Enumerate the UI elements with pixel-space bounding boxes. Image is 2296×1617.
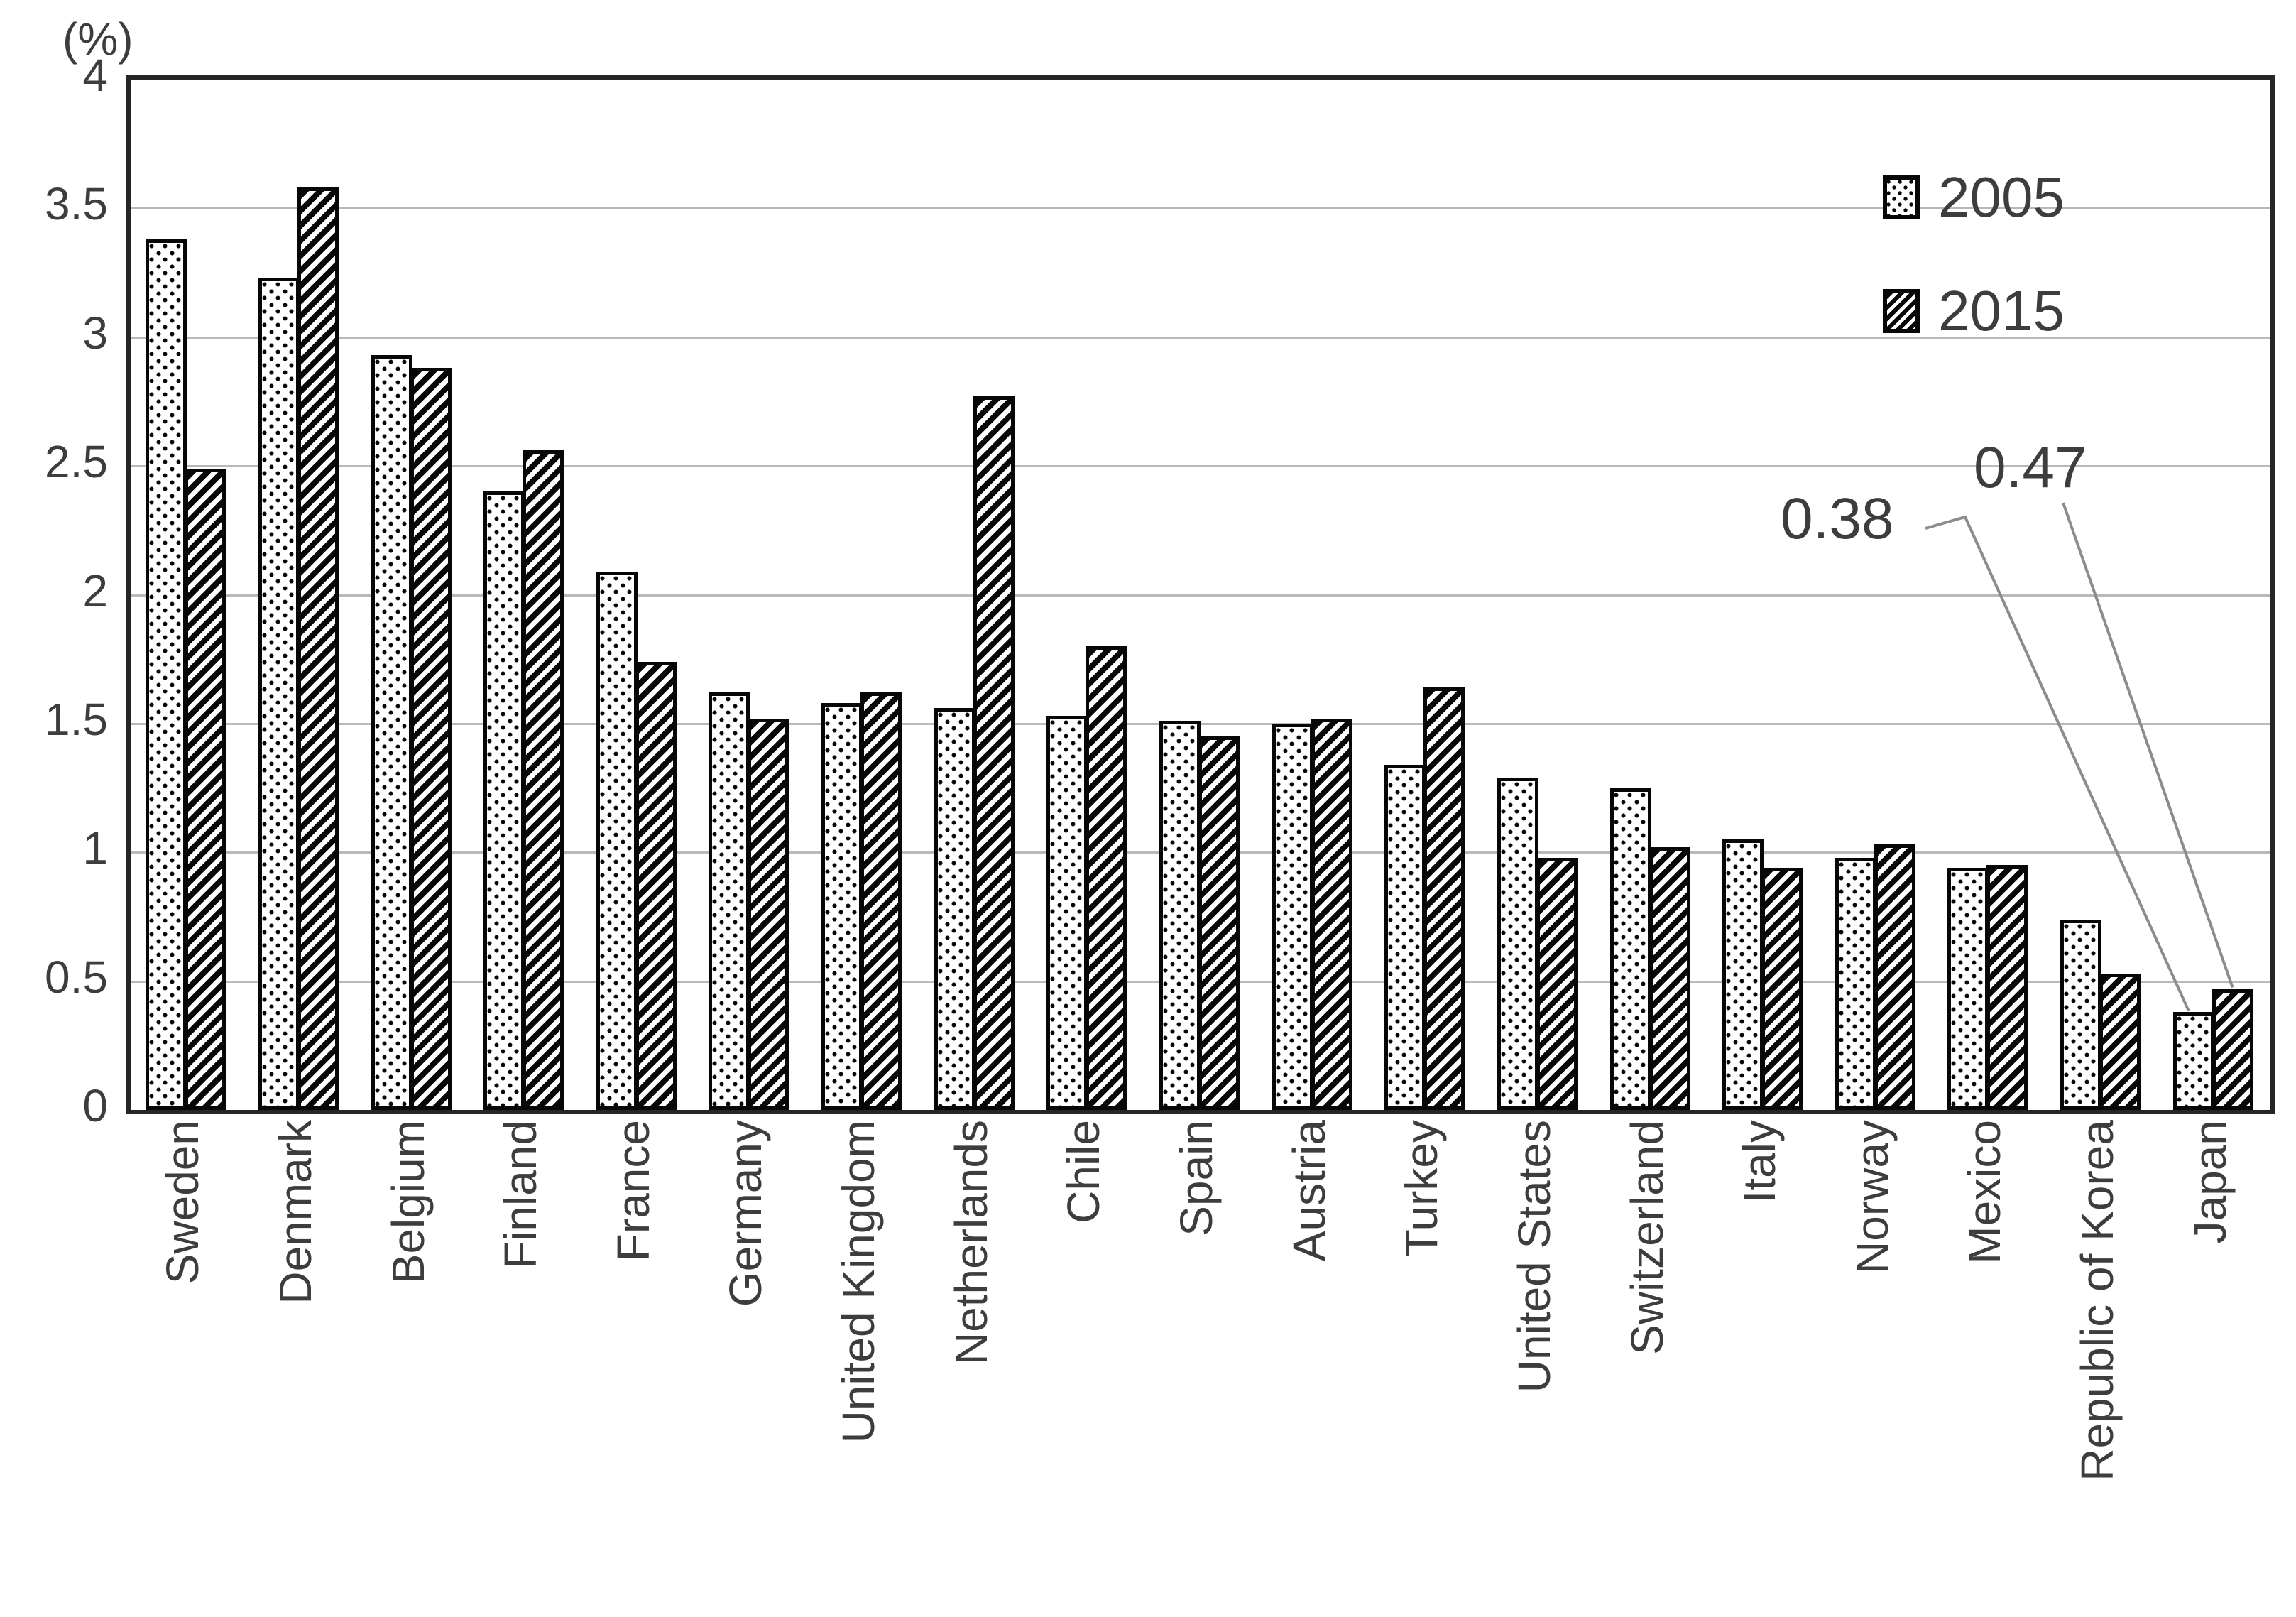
x-axis-label-united-states: United States — [1508, 1120, 1560, 1393]
bar-2005-chile — [1046, 716, 1088, 1110]
bar-2015-belgium — [410, 368, 452, 1110]
y-tick-label-0: 0 — [82, 1080, 108, 1131]
y-tick-label-3.5: 3.5 — [45, 178, 108, 230]
y-tick-label-2: 2 — [82, 565, 108, 616]
gridline-3.5 — [131, 207, 2270, 210]
bar-2005-netherlands — [934, 708, 975, 1110]
x-axis-label-united-kingdom: United Kingdom — [833, 1120, 885, 1444]
bar-2005-japan — [2172, 1012, 2214, 1110]
legend-label-2005: 2005 — [1938, 165, 2065, 229]
bar-2005-spain — [1159, 721, 1201, 1110]
bar-2005-united-states — [1497, 778, 1538, 1110]
x-axis-label-mexico: Mexico — [1959, 1120, 2011, 1264]
x-axis-label-spain: Spain — [1171, 1120, 1222, 1236]
gridline-1.5 — [131, 722, 2270, 725]
bar-2015-united-kingdom — [860, 692, 902, 1110]
bar-2005-germany — [709, 692, 750, 1110]
bar-2005-finland — [483, 491, 525, 1110]
legend-label-2015: 2015 — [1938, 279, 2065, 342]
x-axis-label-netherlands: Netherlands — [945, 1120, 997, 1366]
x-axis-label-finland: Finland — [495, 1120, 547, 1269]
legend-swatch-2005-icon — [1883, 175, 1920, 219]
y-axis-unit-label: (%) — [62, 13, 133, 65]
x-axis-label-germany: Germany — [720, 1120, 772, 1307]
x-axis-label-belgium: Belgium — [382, 1120, 434, 1285]
bar-2015-switzerland — [1649, 847, 1690, 1110]
gridline-2.5 — [131, 465, 2270, 468]
bar-2015-chile — [1086, 646, 1127, 1110]
x-axis-label-turkey: Turkey — [1396, 1120, 1448, 1258]
bar-2015-italy — [1761, 868, 1803, 1110]
x-axis-label-chile: Chile — [1058, 1120, 1110, 1224]
bar-2005-france — [596, 571, 638, 1110]
annotation-japan-2005: 0.38 — [1781, 486, 1894, 551]
legend-item-2005: 2005 — [1883, 165, 2065, 230]
bar-2015-sweden — [185, 468, 226, 1110]
x-axis-label-republic-of-korea: Republic of Korea — [2072, 1120, 2123, 1481]
bar-2015-japan — [2212, 989, 2253, 1110]
bar-2015-finland — [523, 450, 564, 1110]
bar-2005-belgium — [371, 355, 412, 1110]
x-axis-label-sweden: Sweden — [157, 1120, 209, 1285]
bar-2015-united-states — [1536, 857, 1578, 1110]
x-axis-label-italy: Italy — [1734, 1120, 1786, 1204]
bar-2015-spain — [1198, 736, 1240, 1110]
bar-2015-norway — [1874, 844, 1915, 1110]
bar-2015-mexico — [1986, 865, 2028, 1110]
bar-2005-sweden — [146, 239, 187, 1110]
y-tick-label-1: 1 — [82, 822, 108, 874]
bar-2015-turkey — [1423, 687, 1465, 1110]
gridline-3 — [131, 336, 2270, 339]
y-tick-label-4: 4 — [82, 50, 108, 101]
y-tick-label-2.5: 2.5 — [45, 436, 108, 488]
y-tick-label-0.5: 0.5 — [45, 951, 108, 1003]
bar-2005-united-kingdom — [821, 702, 863, 1110]
x-axis-label-austria: Austria — [1283, 1120, 1335, 1262]
bar-2005-norway — [1835, 857, 1876, 1110]
legend-swatch-2015-icon — [1883, 289, 1920, 333]
bar-2015-austria — [1311, 718, 1352, 1110]
bar-2015-netherlands — [973, 396, 1015, 1110]
bar-2005-austria — [1272, 723, 1313, 1110]
x-axis-label-switzerland: Switzerland — [1621, 1120, 1673, 1355]
bar-2005-denmark — [258, 278, 300, 1110]
x-axis-label-japan: Japan — [2184, 1120, 2236, 1244]
bar-2015-republic-of-korea — [2099, 973, 2141, 1110]
bar-2015-denmark — [297, 187, 339, 1110]
bar-2005-republic-of-korea — [2060, 919, 2102, 1110]
x-axis-label-france: France — [607, 1120, 659, 1262]
bar-2005-switzerland — [1609, 788, 1651, 1110]
legend: 2005 2015 — [1883, 165, 2065, 344]
x-axis-label-norway: Norway — [1846, 1120, 1898, 1274]
gridline-2 — [131, 594, 2270, 597]
annotation-japan-2015: 0.47 — [1974, 435, 2087, 500]
x-axis-label-denmark: Denmark — [269, 1120, 321, 1305]
y-tick-label-1.5: 1.5 — [45, 693, 108, 745]
y-tick-label-3: 3 — [82, 307, 108, 359]
bar-2005-turkey — [1384, 764, 1426, 1110]
bar-2005-italy — [1722, 839, 1764, 1110]
bar-2005-mexico — [1947, 868, 1989, 1110]
bar-2015-germany — [748, 718, 789, 1110]
legend-item-2015: 2015 — [1883, 278, 2065, 344]
bar-2015-france — [635, 661, 677, 1110]
